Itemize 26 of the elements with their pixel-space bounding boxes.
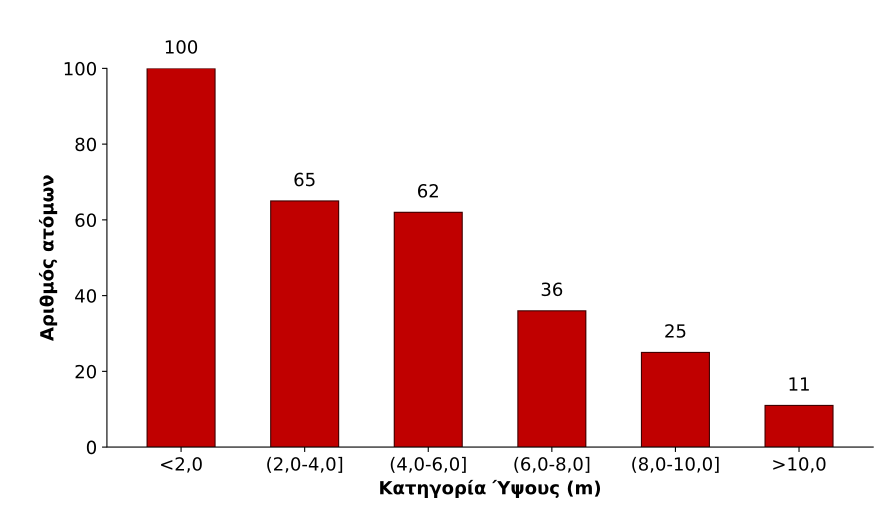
x-tick-label: <2,0 xyxy=(161,457,202,473)
y-tick-label: 40 xyxy=(75,289,96,303)
bar xyxy=(517,310,586,448)
x-axis-title: Κατηγορία Ύψους (m) xyxy=(380,480,600,498)
data-label: 11 xyxy=(790,377,809,391)
x-tick-label: (4,0-6,0] xyxy=(390,456,466,473)
bar xyxy=(640,352,710,448)
bar xyxy=(764,404,834,448)
bar xyxy=(146,68,216,448)
x-tick-label: (6,0-8,0] xyxy=(514,456,590,473)
bar xyxy=(270,200,340,448)
x-tick-label: >10,0 xyxy=(773,457,826,473)
y-tick-label: 100 xyxy=(64,62,96,76)
data-label: 100 xyxy=(166,40,198,54)
x-tick-label: (8,0-10,0] xyxy=(632,456,719,473)
data-label: 62 xyxy=(418,184,438,198)
y-tick-label: 0 xyxy=(86,440,96,454)
y-axis-title: Αριθμός ατόμων xyxy=(38,175,58,341)
x-tick-label: (2,0-4,0] xyxy=(267,456,342,473)
y-tick-label: 80 xyxy=(75,138,96,152)
y-tick-label: 60 xyxy=(75,213,96,227)
bar xyxy=(394,212,463,448)
data-label: 36 xyxy=(542,282,562,296)
data-label: 25 xyxy=(665,324,686,338)
y-tick-label: 20 xyxy=(76,364,96,378)
data-label: 65 xyxy=(294,172,315,186)
